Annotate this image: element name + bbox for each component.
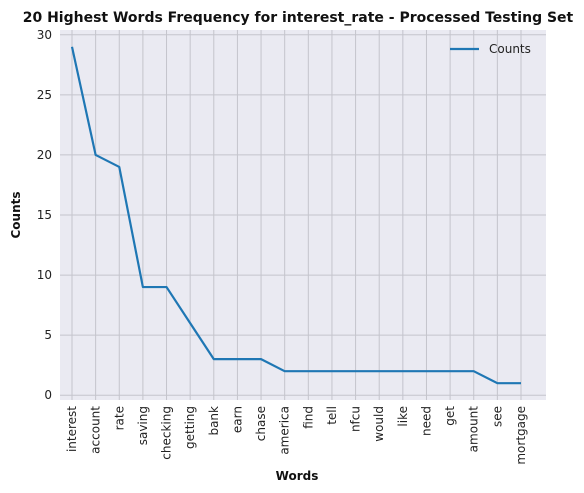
x-tick-label-america: america [278, 406, 292, 455]
series-line-counts [70, 46, 521, 385]
x-tick-label-saving: saving [136, 406, 150, 445]
y-tick-label: 10 [37, 268, 52, 282]
y-tick-label: 20 [37, 148, 52, 162]
x-tick-label-earn: earn [230, 406, 244, 433]
x-tick-label-amount: amount [467, 406, 481, 453]
x-tick-label-mortgage: mortgage [514, 406, 528, 465]
x-tick-label-see: see [490, 406, 504, 427]
y-tick-label: 0 [44, 388, 52, 402]
x-tick-label-find: find [301, 406, 315, 429]
legend-label-counts: Counts [489, 42, 531, 56]
y-tick-label: 25 [37, 88, 52, 102]
x-tick-label-would: would [372, 406, 386, 442]
y-tick-label: 5 [44, 328, 52, 342]
data-points [71, 46, 522, 384]
chart-title: 20 Highest Words Frequency for interest_… [23, 10, 574, 26]
x-tick-label-rate: rate [112, 406, 126, 430]
x-tick-label-checking: checking [160, 406, 174, 460]
x-tick-label-like: like [396, 406, 410, 427]
x-tick-label-need: need [419, 406, 433, 436]
y-tick-label: 15 [37, 208, 52, 222]
x-tick-label-chase: chase [254, 406, 268, 441]
x-tick-labels: interest account rate saving checking getting… [65, 406, 528, 465]
x-tick-label-account: account [89, 406, 103, 454]
x-gridlines [71, 30, 522, 400]
x-tick-label-interest: interest [65, 406, 79, 452]
x-tick-label-tell: tell [325, 406, 339, 425]
x-axis-label: Words [276, 469, 319, 483]
y-tick-label: 30 [37, 28, 52, 42]
x-tick-label-getting: getting [183, 406, 197, 449]
x-tick-label-nfcu: nfcu [349, 406, 363, 432]
x-tick-label-get: get [443, 406, 457, 426]
y-tick-labels: 0 5 10 15 20 25 30 [37, 28, 52, 402]
y-axis-label: Counts [9, 191, 23, 238]
legend: Counts [450, 42, 531, 56]
x-tick-label-bank: bank [207, 406, 221, 436]
